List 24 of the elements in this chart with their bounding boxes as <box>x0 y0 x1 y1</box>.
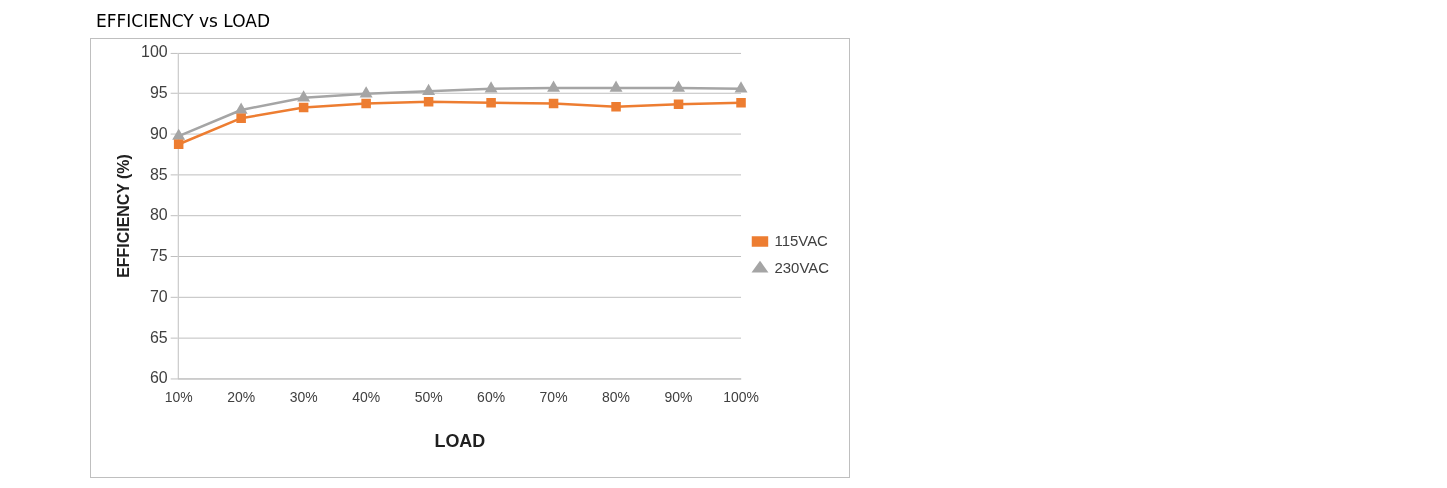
chart-title: EFFICIENCY vs LOAD <box>96 10 271 31</box>
x-tick-label: 40% <box>352 389 381 406</box>
x-tick-label: 20% <box>227 389 256 406</box>
x-tick-label: 30% <box>289 389 318 406</box>
x-axis-title: LOAD <box>434 431 486 452</box>
x-tick-label: 90% <box>664 389 693 406</box>
y-tick-label: 85 <box>149 165 168 183</box>
y-tick-label: 95 <box>149 84 168 102</box>
y-tick-label: 100 <box>141 43 168 61</box>
y-tick-label: 70 <box>149 287 168 305</box>
legend-label: 115VAC <box>774 231 829 249</box>
y-tick-label: 80 <box>149 206 168 224</box>
y-tick-label: 90 <box>149 124 168 142</box>
y-tick-label: 75 <box>149 247 168 265</box>
x-tick-label: 100% <box>723 389 759 406</box>
y-tick-label: 65 <box>149 328 168 346</box>
y-axis-title: EFFICIENCY (%) <box>114 154 132 278</box>
legend-label: 230VAC <box>774 258 830 276</box>
y-tick-label: 60 <box>149 369 168 387</box>
x-tick-label: 50% <box>414 389 443 406</box>
x-tick-label: 60% <box>477 389 506 406</box>
x-tick-label: 70% <box>539 389 568 406</box>
x-tick-label: 10% <box>164 389 193 406</box>
x-tick-label: 80% <box>602 389 631 406</box>
